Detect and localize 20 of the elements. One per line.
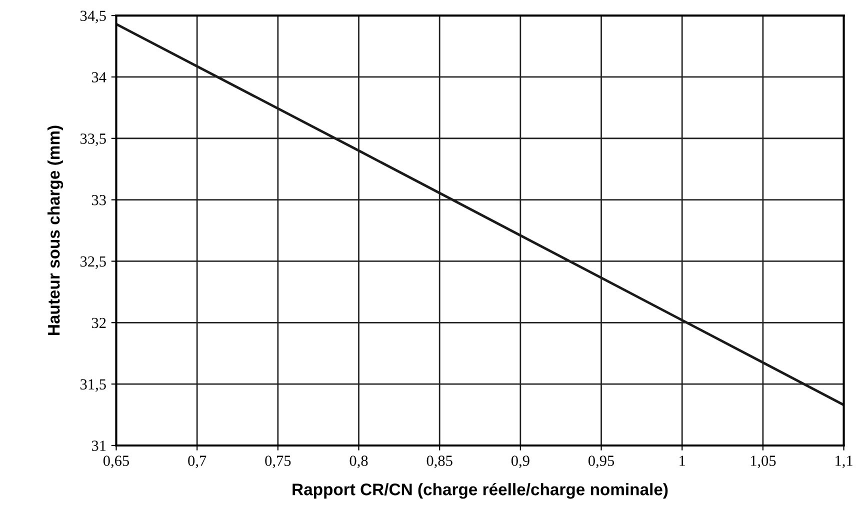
y-tick-label: 33 bbox=[92, 194, 106, 206]
y-axis-title: Hauteur sous charge (mm) bbox=[48, 126, 64, 335]
y-tick-label: 32,5 bbox=[80, 256, 106, 269]
x-tick-label: 0,95 bbox=[588, 456, 614, 468]
x-tick-label: 1,05 bbox=[750, 456, 776, 468]
y-tick-label: 33,5 bbox=[80, 134, 106, 146]
x-tick-label: 1,1 bbox=[836, 456, 852, 468]
y-tick-label: 31 bbox=[92, 440, 106, 451]
x-tick-label: 0,65 bbox=[103, 456, 130, 468]
x-tick-label: 0,8 bbox=[350, 456, 368, 468]
x-tick-label: 0,7 bbox=[188, 456, 206, 468]
x-tick-label: 0,75 bbox=[265, 456, 291, 468]
y-tick-label: 34 bbox=[92, 72, 106, 82]
x-tick-label: 0,9 bbox=[511, 456, 530, 468]
x-tick-label: 0,85 bbox=[426, 456, 452, 468]
y-tick-label: 31,5 bbox=[80, 379, 106, 392]
x-axis-title: Rapport CR/CN (charge réelle/charge nominale) bbox=[292, 482, 668, 499]
y-tick-label: 34,5 bbox=[80, 10, 106, 24]
y-tick-label: 32 bbox=[92, 318, 106, 328]
x-tick-label: 1 bbox=[680, 456, 686, 466]
